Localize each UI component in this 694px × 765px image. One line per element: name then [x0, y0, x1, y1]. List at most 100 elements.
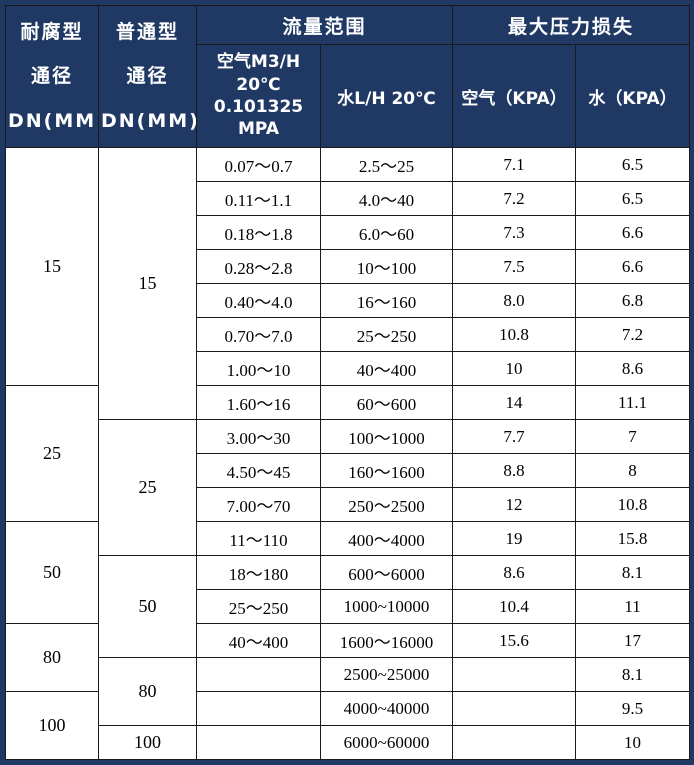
water-kpa-cell: 6.5 [575, 147, 691, 182]
table-row: 7.00〜70 250〜2500 12 10.8 [6, 487, 691, 522]
air-flow-cell: 1.00〜10 [196, 351, 321, 386]
dn-corrosion-cell: 25 [5, 385, 99, 522]
air-flow-cell: 1.60〜16 [196, 385, 321, 420]
header-group-row: 耐腐型 通径 DN(MM) 普通型 通径 DN(MM) 流量范围 最大压力损失 [5, 5, 691, 148]
air-flow-cell: 3.00〜30 [196, 419, 321, 454]
water-kpa-cell: 7.2 [575, 317, 691, 352]
table-row: 0.28〜2.8 10〜100 7.5 6.6 [6, 249, 691, 284]
table-row: 50 11〜110 400〜4000 19 15.8 [5, 521, 691, 624]
table-row: 50 18〜180 600〜6000 8.6 8.1 [6, 555, 691, 658]
water-flow-cell: 2500~25000 [319, 657, 454, 692]
water-flow-cell: 4000~40000 [319, 691, 454, 726]
dn-corrosion-cell: 80 [5, 623, 99, 692]
air-kpa-cell [452, 657, 577, 692]
water-kpa-cell: 8.1 [575, 555, 691, 590]
air-kpa-cell: 7.7 [452, 419, 577, 454]
air-kpa-cell: 7.5 [452, 249, 577, 284]
table-row: 0.70〜7.0 25〜250 10.8 7.2 [6, 317, 691, 352]
header-water-flow: 水L/H 20℃ [319, 44, 454, 148]
air-kpa-cell: 8.6 [452, 555, 577, 590]
air-kpa-cell: 15.6 [452, 623, 577, 658]
water-kpa-cell: 9.5 [575, 691, 691, 726]
air-kpa-cell [452, 691, 577, 726]
air-kpa-cell: 8.8 [452, 453, 577, 488]
water-kpa-cell: 6.5 [575, 181, 691, 216]
water-flow-cell: 600〜6000 [319, 555, 454, 590]
water-flow-cell: 60〜600 [319, 385, 454, 420]
water-flow-cell: 1600〜16000 [319, 623, 454, 658]
dn-corrosion-cell: 100 [5, 691, 99, 760]
water-flow-cell: 4.0〜40 [319, 181, 454, 216]
flow-spec-table: 耐腐型 通径 DN(MM) 普通型 通径 DN(MM) 流量范围 最大压力损失 … [5, 5, 691, 760]
water-kpa-cell: 11 [575, 589, 691, 624]
dn-ordinary-cell: 80 [98, 657, 197, 726]
header-air-flow: 空气M3/H 20℃ 0.101325 MPA [196, 44, 321, 148]
air-flow-cell: 0.28〜2.8 [196, 249, 321, 284]
header-dn-corrosion: 耐腐型 通径 DN(MM) [5, 5, 99, 148]
table-row: 100 4000~40000 9.5 [5, 691, 691, 760]
air-flow-cell: 11〜110 [196, 521, 321, 556]
water-flow-cell: 16〜160 [319, 283, 454, 318]
air-flow-cell: 0.40〜4.0 [196, 283, 321, 318]
header-sub-row: 空气M3/H 20℃ 0.101325 MPA 水L/H 20℃ 空气（KPA）… [6, 44, 691, 148]
water-kpa-cell: 11.1 [575, 385, 691, 420]
water-kpa-cell: 17 [575, 623, 691, 658]
air-flow-cell: 7.00〜70 [196, 487, 321, 522]
air-flow-cell: 25〜250 [196, 589, 321, 624]
water-flow-cell: 400〜4000 [319, 521, 454, 556]
water-flow-cell: 40〜400 [319, 351, 454, 386]
water-flow-cell: 6.0〜60 [319, 215, 454, 250]
air-kpa-cell: 12 [452, 487, 577, 522]
air-kpa-cell: 10.8 [452, 317, 577, 352]
dn-ordinary-cell: 50 [98, 555, 197, 658]
water-kpa-cell: 6.6 [575, 249, 691, 284]
water-kpa-cell: 10.8 [575, 487, 691, 522]
table-row: 0.18〜1.8 6.0〜60 7.3 6.6 [6, 215, 691, 250]
table-row: 4.50〜45 160〜1600 8.8 8 [6, 453, 691, 488]
air-kpa-cell: 10.4 [452, 589, 577, 624]
header-flow-range-group: 流量范围 [195, 5, 454, 45]
air-flow-cell: 0.11〜1.1 [196, 181, 321, 216]
header-air-kpa: 空气（KPA） [452, 44, 577, 148]
water-kpa-cell: 8.1 [575, 657, 691, 692]
table-row: 15 15 0.07〜0.7 2.5〜25 7.1 6.5 [5, 147, 691, 420]
table-body: 15 15 0.07〜0.7 2.5〜25 7.1 6.5 0.11〜1.1 4.0〜40 7.… [5, 147, 691, 760]
dn-corrosion-cell: 15 [5, 147, 99, 386]
header-water-kpa: 水（KPA） [575, 44, 691, 148]
air-kpa-cell: 7.2 [452, 181, 577, 216]
water-flow-cell: 10〜100 [319, 249, 454, 284]
water-kpa-cell: 7 [575, 419, 691, 454]
air-flow-cell: 40〜400 [196, 623, 321, 658]
air-flow-cell: 18〜180 [196, 555, 321, 590]
air-kpa-cell: 19 [452, 521, 577, 556]
air-flow-cell [196, 691, 321, 726]
air-flow-cell: 0.18〜1.8 [196, 215, 321, 250]
table-row: 1.00〜10 40〜400 10 8.6 [6, 351, 691, 386]
table-row: 80 2500~25000 8.1 [6, 657, 691, 726]
water-flow-cell: 25〜250 [319, 317, 454, 352]
air-kpa-cell: 10 [452, 351, 577, 386]
air-flow-cell: 0.07〜0.7 [196, 147, 321, 182]
air-flow-cell: 4.50〜45 [196, 453, 321, 488]
dn-corrosion-cell: 50 [5, 521, 99, 624]
water-flow-cell: 250〜2500 [319, 487, 454, 522]
table-row: 25 3.00〜30 100〜1000 7.7 7 [6, 419, 691, 556]
table-row: 0.11〜1.1 4.0〜40 7.2 6.5 [6, 181, 691, 216]
table-row: 0.40〜4.0 16〜160 8.0 6.8 [6, 283, 691, 318]
table-header: 耐腐型 通径 DN(MM) 普通型 通径 DN(MM) 流量范围 最大压力损失 … [5, 5, 691, 148]
air-kpa-cell: 7.3 [452, 215, 577, 250]
water-kpa-cell: 8 [575, 453, 691, 488]
air-flow-cell: 0.70〜7.0 [196, 317, 321, 352]
dn-ordinary-cell: 15 [98, 147, 197, 420]
dn-ordinary-cell: 25 [98, 419, 197, 556]
table-row: 25 1.60〜16 60〜600 14 11.1 [5, 385, 691, 522]
water-kpa-cell: 15.8 [575, 521, 691, 556]
air-flow-cell [196, 657, 321, 692]
water-kpa-cell: 8.6 [575, 351, 691, 386]
water-flow-cell: 1000~10000 [319, 589, 454, 624]
air-kpa-cell: 8.0 [452, 283, 577, 318]
header-dn-ordinary: 普通型 通径 DN(MM) [98, 5, 197, 148]
air-kpa-cell: 14 [452, 385, 577, 420]
header-max-pressure-loss-group: 最大压力损失 [452, 5, 691, 45]
